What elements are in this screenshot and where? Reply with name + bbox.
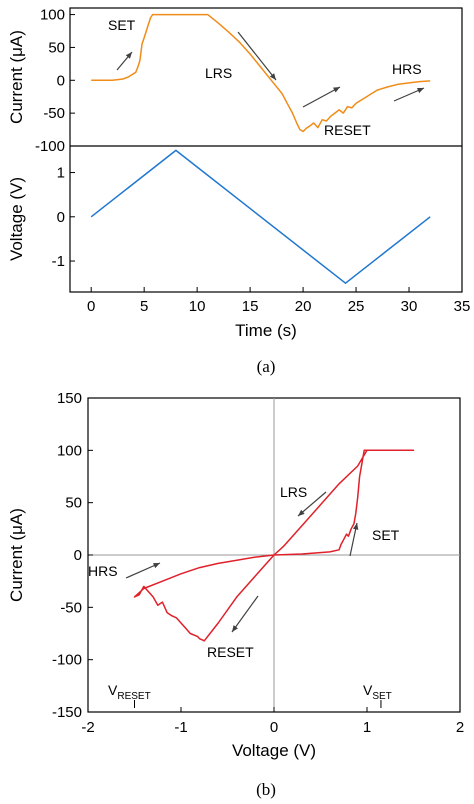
a-top-ytick-label: 100 xyxy=(40,7,65,24)
b-ytick-label: 100 xyxy=(57,442,82,459)
b-xtick-label: -1 xyxy=(174,719,187,736)
a-arrow-set xyxy=(116,51,133,71)
a-annot-lrs: LRS xyxy=(205,65,232,81)
a-annot-set: SET xyxy=(108,17,136,33)
a-xlabel: Time (s) xyxy=(235,321,297,340)
b-annot-lrs: LRS xyxy=(280,484,307,500)
b-ytick-label: -50 xyxy=(60,599,82,616)
a-xtick-label: 10 xyxy=(189,298,206,315)
a-bottom-ytick-label: 1 xyxy=(57,165,65,182)
b-v-reset-label: VRESET xyxy=(108,682,151,702)
b-v-set-label: VSET xyxy=(363,682,392,702)
b-ylabel: Current (μA) xyxy=(7,508,26,602)
a-xtick-label: 30 xyxy=(401,298,418,315)
current-series-a xyxy=(91,13,431,133)
a-bottom-ytick-label: 0 xyxy=(57,209,65,226)
a-top-ylabel: Current (μA) xyxy=(7,30,26,124)
a-annot-reset: RESET xyxy=(324,122,371,138)
b-annot-reset: RESET xyxy=(207,644,254,660)
b-xlabel: Voltage (V) xyxy=(232,741,316,760)
a-bottom-ytick-label: -1 xyxy=(52,253,65,270)
b-xtick-label: -2 xyxy=(81,719,94,736)
a-annot-hrs: HRS xyxy=(392,61,422,77)
b-arrow-reset xyxy=(231,595,259,633)
a-top-ytick-label: 50 xyxy=(48,39,65,56)
b-ytick-label: 0 xyxy=(74,547,82,564)
iv-series-b xyxy=(133,449,415,642)
b-ytick-label: -100 xyxy=(52,652,82,669)
a-xtick-label: 0 xyxy=(87,298,95,315)
b-arrow-set xyxy=(349,522,359,557)
a-arrow-reset xyxy=(302,86,341,108)
a-bottom-ylabel: Voltage (V) xyxy=(7,177,26,261)
a-top-ytick-label: -100 xyxy=(35,138,65,155)
panel-a-frame xyxy=(69,7,463,293)
b-arrow-lrs xyxy=(297,491,327,517)
a-xtick-label: 35 xyxy=(454,298,471,315)
voltage-series-a xyxy=(90,149,431,284)
b-xtick-label: 0 xyxy=(270,719,278,736)
a-xtick-label: 5 xyxy=(140,298,148,315)
b-xtick-label: 1 xyxy=(363,719,371,736)
a-top-ytick-label: 0 xyxy=(57,72,65,89)
a-arrow-lrs xyxy=(237,31,277,81)
b-arrow-hrs xyxy=(125,562,161,579)
b-annot-set: SET xyxy=(372,527,400,543)
a-arrow-hrs xyxy=(393,87,425,102)
caption-b: (b) xyxy=(256,780,276,799)
b-ytick-label: 150 xyxy=(57,390,82,407)
b-ytick-label: 50 xyxy=(65,495,82,512)
caption-a: (a) xyxy=(257,357,276,376)
b-annot-hrs: HRS xyxy=(88,563,118,579)
b-ytick-label: -150 xyxy=(52,704,82,721)
a-top-ytick-label: -50 xyxy=(43,105,65,122)
a-xtick-label: 15 xyxy=(242,298,259,315)
b-xtick-label: 2 xyxy=(456,719,464,736)
a-xtick-label: 25 xyxy=(348,298,365,315)
a-xtick-label: 20 xyxy=(295,298,312,315)
